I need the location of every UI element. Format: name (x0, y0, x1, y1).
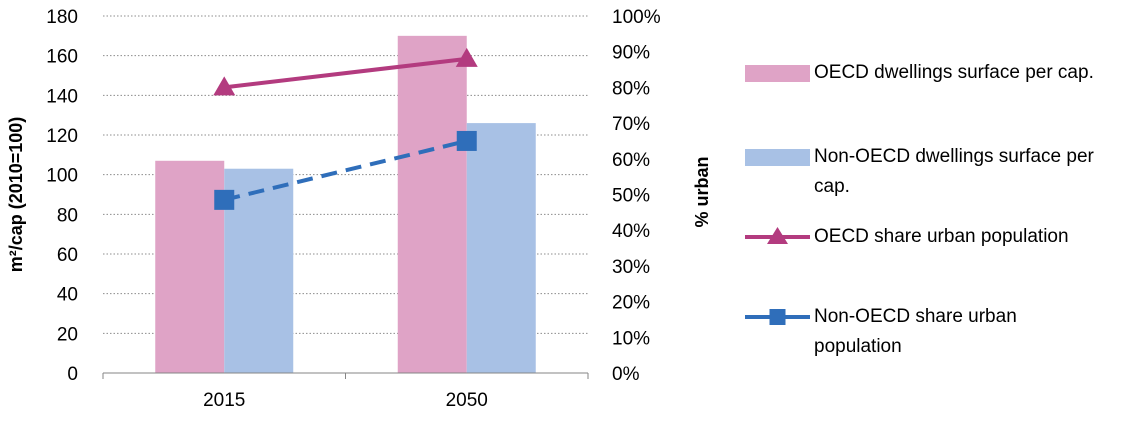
legend-swatch-nonoecd-surface (745, 149, 810, 166)
y2-tick-label: 100% (612, 7, 661, 28)
series-line (224, 56, 467, 90)
legend-item-oecd-urban: OECD share urban population (745, 222, 1069, 252)
y2-tick-label: 50% (612, 186, 650, 207)
bar (466, 123, 536, 373)
legend-label-nonoecd-urban: Non-OECD share urban population (814, 306, 1017, 357)
y-tick-label: 40 (57, 285, 78, 306)
legend-item-nonoecd-urban: Non-OECD share urban population (745, 302, 1044, 362)
y-tick-label: 180 (46, 7, 78, 28)
line-marker (456, 130, 477, 151)
y-tick-label: 60 (57, 245, 78, 266)
y-axis-title: m²/cap (2010=100) (6, 117, 26, 273)
legend-label-nonoecd-surface: Non-OECD dwellings surface per cap. (814, 146, 1094, 197)
y-tick-label: 80 (57, 205, 78, 226)
y2-axis-title: % urban (692, 156, 712, 227)
y-tick-label: 20 (57, 324, 78, 345)
legend-item-oecd-surface: OECD dwellings surface per cap. (745, 58, 1114, 88)
y2-tick-label: 20% (612, 293, 650, 314)
y2-tick-label: 10% (612, 328, 650, 349)
legend-swatch-nonoecd-urban (745, 309, 810, 325)
x-tick-label: 2015 (203, 390, 245, 411)
series-line (223, 139, 468, 202)
y2-tick-label: 90% (612, 43, 650, 64)
y-tick-label: 160 (46, 47, 78, 68)
y2-tick-label: 60% (612, 150, 650, 171)
y2-tick-label: 0% (612, 364, 640, 385)
y-tick-label: 140 (46, 86, 78, 107)
legend-label-oecd-surface: OECD dwellings surface per cap. (814, 62, 1094, 83)
y-tick-label: 100 (46, 166, 78, 187)
y2-tick-label: 70% (612, 114, 650, 135)
y2-tick-label: 80% (612, 78, 650, 99)
line-marker (213, 76, 236, 96)
bar (397, 35, 467, 373)
bar (155, 160, 225, 373)
line-marker (455, 47, 478, 67)
legend-swatch-oecd-surface (745, 65, 810, 82)
y2-tick-label: 30% (612, 257, 650, 278)
line-marker (214, 189, 235, 210)
y-tick-label: 120 (46, 126, 78, 147)
y2-tick-label: 40% (612, 221, 650, 242)
bar (224, 168, 294, 373)
legend-swatch-oecd-urban (745, 227, 810, 244)
y-tick-label: 0 (67, 364, 78, 385)
legend-label-oecd-urban: OECD share urban population (814, 226, 1069, 247)
legend-item-nonoecd-surface: Non-OECD dwellings surface per cap. (745, 142, 1114, 202)
x-tick-label: 2050 (446, 390, 488, 411)
